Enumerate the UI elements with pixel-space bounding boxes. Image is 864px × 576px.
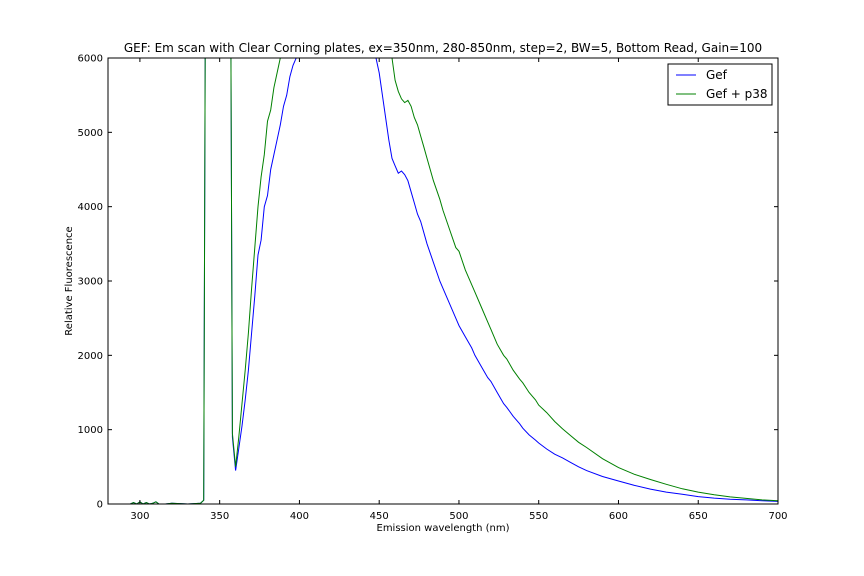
x-axis-title: Emission wavelength (nm) [377,523,510,534]
chart-title: GEF: Em scan with Clear Corning plates, … [124,41,762,55]
x-tick-label: 600 [609,511,628,522]
x-tick-label: 450 [370,511,389,522]
y-tick-label: 0 [97,500,103,511]
series-layer [108,58,778,504]
y-tick-label: 2000 [78,351,103,362]
legend-box [667,63,773,106]
x-tick-label: 650 [689,511,708,522]
y-axis-title: Relative Fluorescence [64,226,75,335]
x-axis: 300 350 400 450 500 550 600 650 700 [130,58,788,522]
y-axis: 0 1000 2000 3000 4000 5000 6000 [78,54,778,511]
y-tick-label: 5000 [78,128,103,139]
y-tick-label: 6000 [78,54,103,65]
legend: Gef Gef + p38 [667,63,773,106]
series-line-1 [108,58,778,504]
x-tick-label: 700 [768,511,787,522]
x-tick-label: 400 [290,511,309,522]
x-tick-label: 500 [449,511,468,522]
y-tick-label: 1000 [78,425,103,436]
legend-label-gef: Gef [706,68,728,82]
x-tick-label: 550 [529,511,548,522]
y-tick-label: 4000 [78,202,103,213]
x-tick-label: 300 [130,511,149,522]
plot-frame [107,57,779,505]
legend-label-gef-p38: Gef + p38 [706,87,767,101]
x-tick-label: 350 [210,511,229,522]
y-tick-label: 3000 [78,277,103,288]
